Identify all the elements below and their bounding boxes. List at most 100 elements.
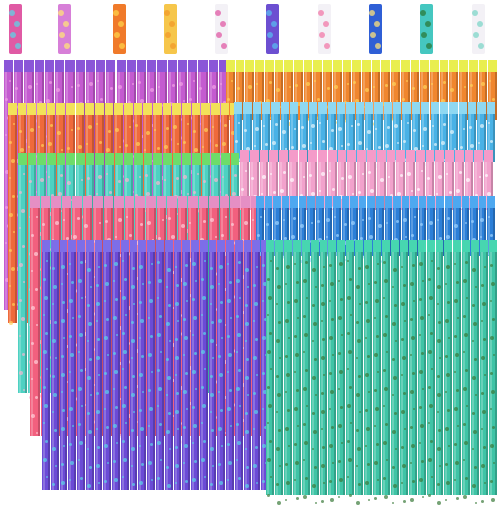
pencil-print-motif: [304, 369, 308, 372]
pencil-eraser-ferrule: [444, 240, 453, 252]
pencil-eraser-ferrule: [264, 196, 273, 208]
pencil-eraser-ferrule: [271, 102, 280, 114]
pencil-print-motif: [130, 465, 133, 467]
pencil-body: [323, 72, 332, 120]
pencil-print-motif: [278, 357, 281, 359]
pencil-eraser-ferrule: [337, 150, 347, 162]
pencil-print-motif: [376, 371, 379, 373]
pencil-print-motif: [121, 332, 125, 335]
pencil-eraser-ferrule: [56, 103, 65, 115]
pencil-print-motif: [383, 297, 385, 299]
pencil-print-motif: [328, 170, 331, 172]
pencil-body: [352, 72, 361, 120]
pencil-eraser-ferrule: [417, 240, 426, 252]
pencil-print-motif: [304, 477, 308, 480]
pencil-print-motif: [235, 351, 238, 353]
pencil-body: [468, 72, 478, 120]
pencil: [30, 196, 40, 436]
pencil-print-motif: [9, 285, 11, 287]
pencil-print-motif: [34, 288, 38, 291]
pencil-print-motif: [379, 178, 384, 182]
pencil-eraser-ferrule: [42, 240, 50, 252]
pencil-eraser-ferrule: [157, 60, 167, 72]
pencil-print-motif: [39, 178, 44, 182]
pencil-print-motif: [409, 318, 413, 321]
pencil-print-motif: [155, 181, 160, 185]
pencil-print-motif: [268, 332, 272, 335]
pencil-print-motif: [445, 235, 450, 239]
pencil-print-motif: [350, 125, 353, 127]
pencil-print-motif: [427, 422, 430, 424]
pencil-print-motif: [391, 502, 394, 504]
pencil-print-motif: [293, 479, 296, 481]
pencil-print-motif: [158, 86, 161, 88]
pencil-eraser-ferrule: [14, 60, 24, 72]
pencil-print-motif: [277, 321, 281, 324]
pencil-print-motif: [284, 427, 289, 431]
pencil-print-motif: [147, 221, 151, 225]
pencil-print-motif: [409, 426, 413, 429]
pencil-print-motif: [168, 340, 171, 342]
pencil-eraser-ferrule: [172, 153, 182, 165]
pencil-print-motif: [293, 263, 296, 265]
pencil-eraser-ferrule: [290, 102, 299, 114]
pencil-print-motif: [267, 404, 272, 408]
pencil-print-motif: [411, 87, 415, 90]
pencil-print-motif: [427, 278, 431, 281]
pencil-eraser-ferrule: [240, 196, 251, 208]
pencil-print-motif: [35, 191, 38, 193]
pencil-print-motif: [330, 498, 335, 502]
pencil-print-motif: [383, 387, 388, 391]
pencil-print-motif: [321, 140, 325, 143]
pencil: [462, 240, 471, 499]
pencil-print-motif: [176, 143, 179, 145]
pencil: [319, 240, 328, 503]
pencil-eraser-ferrule: [146, 196, 156, 208]
pencil-print-motif: [157, 387, 162, 391]
pencil-print-motif: [427, 350, 432, 354]
pencil-print-motif: [115, 442, 118, 444]
pencil-print-motif: [479, 100, 482, 102]
pencil-print-motif: [490, 390, 495, 394]
pencil-eraser-ferrule: [488, 60, 497, 72]
pencil-print-motif: [325, 236, 328, 238]
pencil-print-motif: [5, 206, 8, 209]
pencil-print-motif: [383, 441, 387, 445]
pencil-print-motif: [368, 171, 371, 174]
pencil-print-motif: [279, 106, 282, 108]
pencil: [364, 240, 373, 501]
pencil-print-motif: [76, 217, 80, 220]
pencil-print-motif: [293, 443, 297, 446]
pencil-print-motif: [463, 495, 468, 499]
pencil-eraser-ferrule: [459, 60, 468, 72]
pencil-print-motif: [148, 299, 153, 303]
pencil-print-motif: [202, 180, 206, 183]
pencil-body: [391, 72, 400, 120]
pencil-print-motif: [384, 423, 388, 426]
pencil: [208, 240, 217, 490]
pencil-body: [430, 72, 439, 120]
pencil-print-motif: [300, 126, 304, 129]
pencil-print-motif: [231, 131, 236, 135]
pencil-print-motif: [284, 463, 288, 466]
pencil: [292, 240, 301, 500]
pencil-eraser-ferrule: [134, 153, 143, 165]
pencil-print-motif: [9, 80, 12, 82]
pencil-print-motif: [410, 444, 415, 448]
pencil-print-motif: [391, 322, 396, 326]
pencil-eraser-ferrule: [55, 60, 65, 72]
pencil-print-motif: [437, 219, 439, 221]
pencil-print-motif: [54, 221, 59, 225]
pencil-eraser-ferrule: [27, 103, 36, 115]
pencil-eraser-ferrule: [274, 60, 284, 72]
pencil-print-motif: [33, 252, 38, 256]
pencil-print-motif: [304, 261, 308, 264]
pencil-print-motif: [475, 502, 478, 504]
pencil: [42, 240, 50, 490]
pencil-print-motif: [60, 391, 63, 393]
pencil-eraser-ferrule: [243, 240, 252, 252]
pencil-print-motif: [392, 484, 397, 488]
pencil-eraser-ferrule: [51, 196, 61, 208]
pencil-eraser-ferrule: [226, 60, 235, 72]
pencil-print-motif: [275, 267, 279, 270]
